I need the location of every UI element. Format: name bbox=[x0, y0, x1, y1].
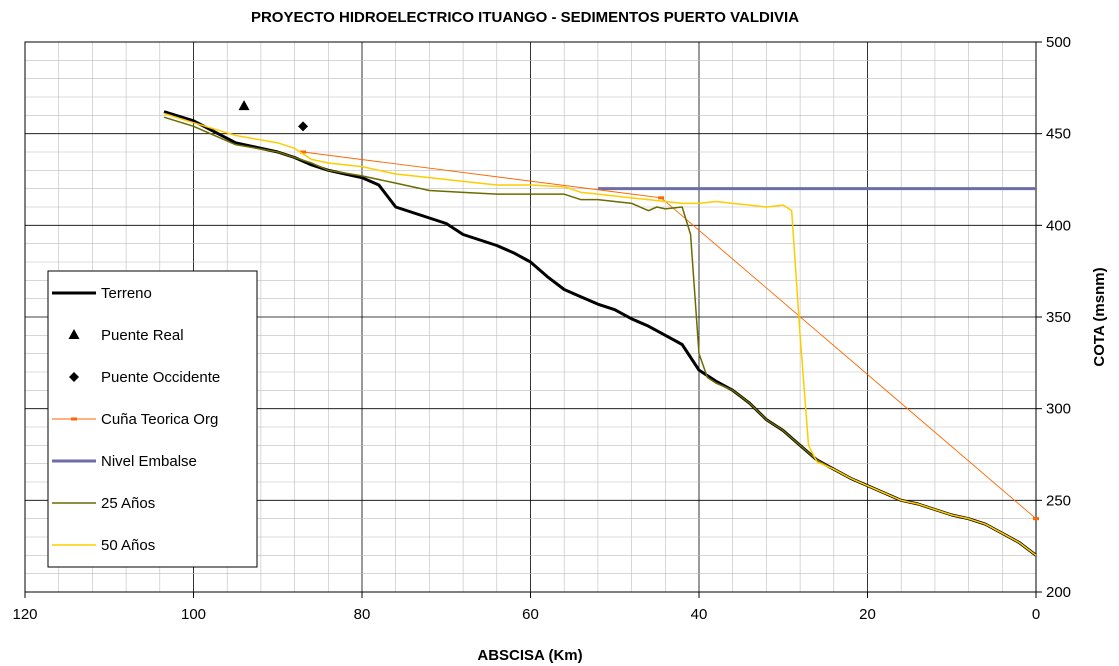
x-axis-title: ABSCISA (Km) bbox=[477, 647, 582, 664]
y-tick-label: 400 bbox=[1046, 217, 1071, 234]
y-tick-label: 350 bbox=[1046, 309, 1071, 326]
x-tick-label: 60 bbox=[522, 606, 539, 623]
chart-title: PROYECTO HIDROELECTRICO ITUANGO - SEDIME… bbox=[251, 9, 799, 26]
data-point-puente-real bbox=[239, 100, 250, 110]
x-tick-label: 80 bbox=[354, 606, 371, 623]
legend-label: Cuña Teorica Org bbox=[101, 411, 218, 428]
legend-label: 50 Años bbox=[101, 537, 155, 554]
y-axis-title: COTA (msnm) bbox=[1091, 267, 1108, 366]
legend: Terreno Puente Real Puente Occidente Cuña T… bbox=[48, 271, 257, 567]
x-tick-label: 0 bbox=[1032, 606, 1040, 623]
series-puente-real bbox=[239, 100, 250, 110]
data-point-puente-occidente bbox=[298, 121, 308, 131]
legend-label: Puente Real bbox=[101, 327, 184, 344]
x-tick-label: 20 bbox=[859, 606, 876, 623]
legend-label: 25 Años bbox=[101, 495, 155, 512]
x-tick-label: 40 bbox=[691, 606, 708, 623]
series-layer bbox=[164, 100, 1039, 555]
legend-label: Puente Occidente bbox=[101, 369, 220, 386]
y-tick-label: 200 bbox=[1046, 584, 1071, 601]
series-puente-occidente bbox=[298, 121, 308, 131]
y-tick-label: 300 bbox=[1046, 401, 1071, 418]
x-axis-ticks: 120 100 80 60 40 20 0 bbox=[12, 592, 1040, 623]
legend-label: Nivel Embalse bbox=[101, 453, 197, 470]
y-tick-label: 250 bbox=[1046, 492, 1071, 509]
legend-label: Terreno bbox=[101, 285, 152, 302]
y-tick-label: 500 bbox=[1046, 34, 1071, 51]
x-tick-label: 120 bbox=[12, 606, 37, 623]
y-tick-label: 450 bbox=[1046, 126, 1071, 143]
y-axis-ticks: 200 250 300 350 400 450 500 bbox=[1036, 34, 1071, 601]
x-tick-label: 100 bbox=[181, 606, 206, 623]
